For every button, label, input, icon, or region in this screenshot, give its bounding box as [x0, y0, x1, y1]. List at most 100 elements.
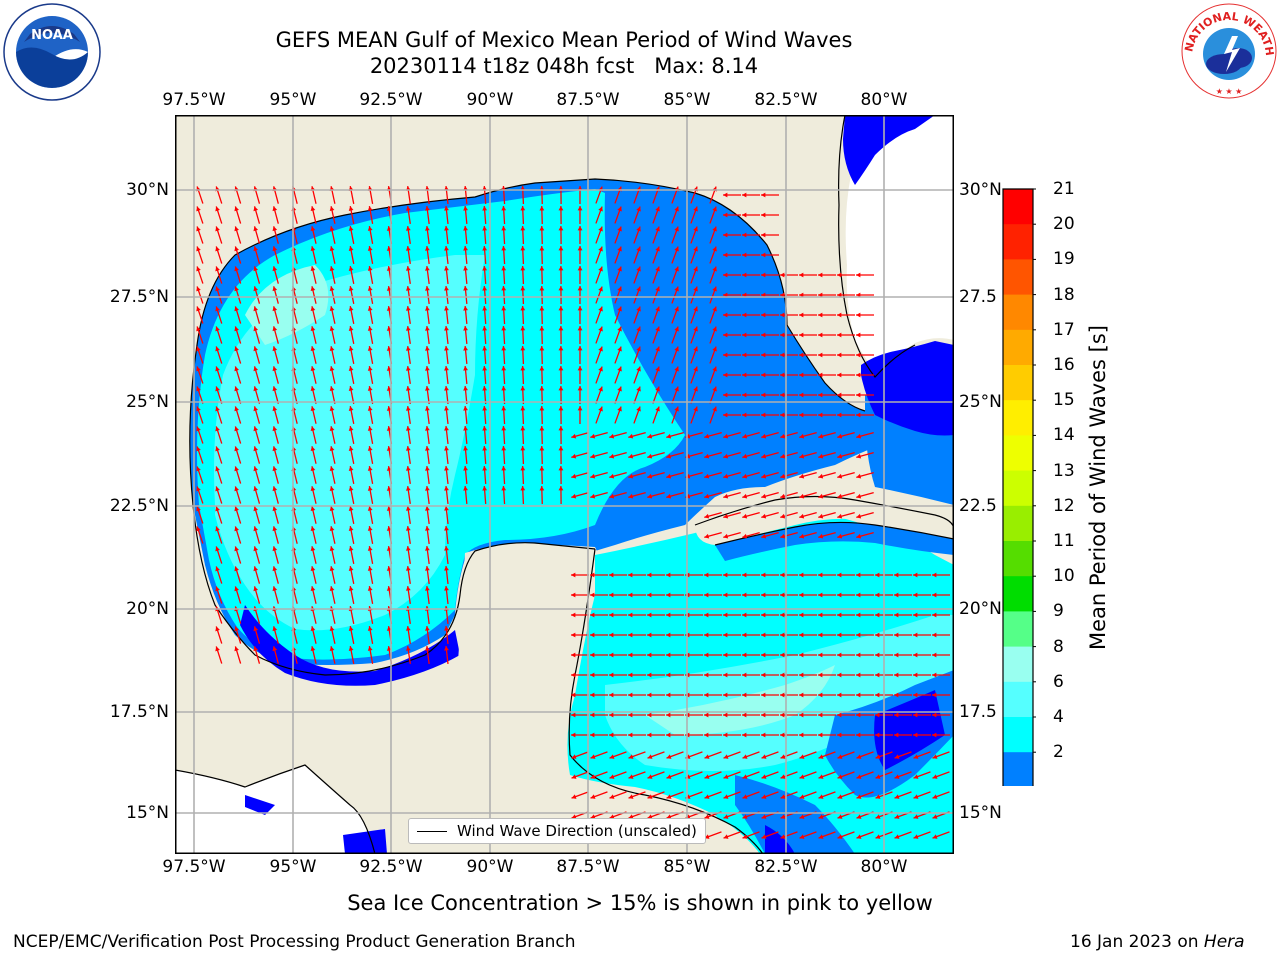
wave-arrow-head: [932, 712, 937, 718]
wave-arrow-head: [799, 272, 804, 278]
wave-arrow-head: [329, 426, 335, 431]
wave-arrow-head: [856, 352, 861, 358]
wave-arrow-head: [894, 612, 899, 618]
wave-arrow-head: [856, 672, 861, 678]
wave-arrow-head: [405, 546, 411, 551]
wave-arrow-head: [444, 306, 449, 311]
wave-arrow-head: [463, 226, 468, 231]
wave-arrow-head: [742, 212, 747, 218]
colorbar-segment: [1003, 470, 1033, 507]
wave-arrow-head: [894, 592, 899, 598]
wave-arrow-head: [875, 652, 880, 658]
wave-arrow-head: [367, 646, 373, 651]
wave-arrow-head: [704, 632, 709, 638]
wave-arrow-head: [799, 712, 804, 718]
wave-arrow-head: [609, 592, 614, 598]
wave-arrow-head: [932, 572, 937, 578]
wave-arrow-head: [913, 712, 918, 718]
wave-arrow-head: [234, 466, 239, 472]
wave-arrow-head: [425, 326, 430, 331]
wave-arrow-head: [501, 286, 507, 291]
wave-arrow-head: [780, 672, 785, 678]
wave-arrow-head: [558, 466, 564, 471]
wave-arrow-head: [425, 586, 430, 591]
wave-arrow-head: [636, 246, 641, 252]
wave-arrow-head: [253, 246, 259, 252]
wave-arrow-head: [818, 493, 824, 499]
wave-arrow-head: [609, 692, 614, 698]
wave-arrow-head: [799, 592, 804, 598]
wave-arrow-head: [329, 466, 335, 471]
wave-arrow-head: [539, 486, 545, 491]
wave-arrow-head: [837, 473, 843, 479]
wave-arrow-head: [799, 453, 805, 459]
wave-arrow-head: [780, 433, 786, 439]
wave-arrow-head: [558, 286, 564, 291]
wave-arrow-head: [780, 533, 786, 539]
wave-arrow-head: [520, 366, 526, 371]
wave-arrow-head: [577, 386, 583, 391]
wave-arrow-head: [799, 312, 804, 318]
wave-arrow-head: [894, 572, 899, 578]
wave-arrow-head: [636, 266, 641, 272]
wave-arrow-head: [712, 346, 717, 352]
wave-arrow-head: [609, 433, 615, 439]
wave-arrow-head: [272, 426, 278, 432]
wave-arrow-head: [482, 406, 488, 411]
wave-arrow-head: [253, 526, 259, 532]
wave-arrow-head: [894, 712, 899, 718]
lon-tick-top: 82.5°W: [754, 90, 818, 110]
wave-arrow-head: [577, 326, 583, 331]
wave-arrow-head: [405, 306, 411, 311]
wave-arrow-head: [444, 366, 449, 371]
wave-arrow-head: [501, 486, 507, 491]
wave-arrow-head: [799, 732, 804, 738]
wave-arrow-head: [348, 386, 354, 391]
wave-arrow-head: [234, 406, 239, 412]
wave-arrow-head: [666, 493, 672, 499]
wave-arrow-head: [723, 232, 728, 238]
wave-arrow-head: [799, 292, 804, 298]
wave-arrow-head: [723, 192, 728, 198]
wave-arrow-head: [693, 386, 698, 392]
wave-arrow-head: [310, 266, 316, 272]
wave-arrow-head: [723, 672, 728, 678]
wave-arrow-head: [780, 332, 785, 338]
wave-arrow-head: [609, 632, 614, 638]
wave-arrow-head: [196, 426, 201, 432]
wave-arrow-head: [444, 406, 449, 411]
wave-arrow-head: [609, 774, 615, 779]
wave-arrow-head: [310, 646, 316, 652]
wave-arrow-head: [761, 592, 766, 598]
wave-arrow-head: [520, 346, 526, 351]
wave-arrow-head: [234, 386, 239, 392]
wave-arrow-head: [818, 332, 823, 338]
wave-arrow-head: [837, 692, 842, 698]
wave-arrow-head: [520, 386, 526, 391]
wave-arrow-head: [723, 212, 728, 218]
wave-arrow-head: [723, 513, 729, 519]
wave-arrow-head: [674, 306, 679, 312]
wave-arrow-head: [310, 286, 316, 292]
wave-arrow-head: [348, 506, 354, 511]
wave-arrow-head: [571, 814, 577, 819]
wave-arrow-head: [539, 426, 545, 431]
wave-arrow-head: [837, 433, 843, 439]
wave-arrow-head: [932, 754, 938, 759]
wave-arrow-head: [215, 286, 220, 292]
wave-arrow-head: [463, 406, 468, 411]
wave-arrow-head: [742, 712, 747, 718]
wave-arrow-head: [405, 386, 411, 391]
wave-arrow-head: [712, 206, 717, 212]
colorbar-tick-label: 18: [1053, 284, 1075, 305]
wave-arrow-head: [501, 306, 507, 311]
wave-arrow-head: [693, 206, 698, 212]
wave-arrow-head: [463, 486, 468, 491]
wave-arrow-head: [875, 732, 880, 738]
wave-arrow-head: [742, 672, 747, 678]
wave-arrow-head: [598, 366, 603, 372]
wave-arrow-head: [693, 326, 698, 332]
wave-arrow-head: [875, 754, 881, 759]
wave-arrow-head: [444, 246, 449, 251]
wave-arrow-head: [723, 392, 728, 398]
